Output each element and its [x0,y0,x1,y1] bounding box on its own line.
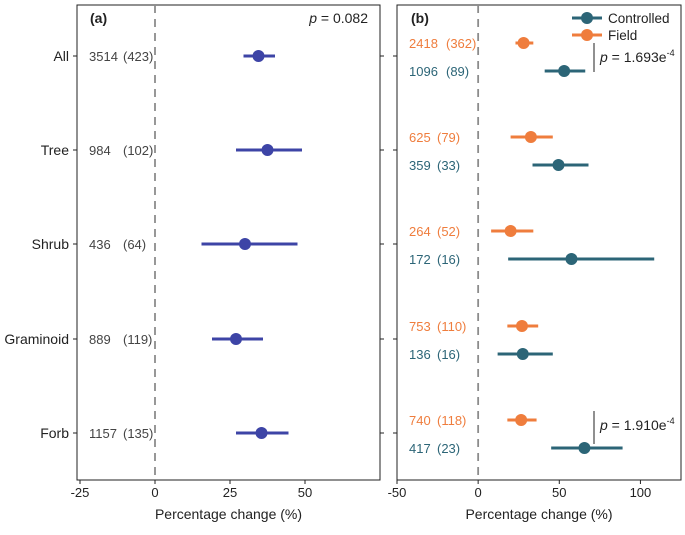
y-axis-category-label: Graminoid [4,331,69,347]
legend-controlled-label: Controlled [608,11,670,26]
panel-b-controlled-sample-size: 359 [409,158,431,173]
panel-b-field-study-count: (110) [437,319,466,334]
panel-a-sample-size: 889 [89,332,111,347]
panel-a-x-tick-label: 25 [223,485,237,500]
y-axis-category-label: All [53,48,69,64]
panel-a-x-tick-label: 0 [151,485,158,500]
panel-a-point [239,238,251,250]
panel-b-controlled-study-count: (33) [437,158,460,173]
panel-b-x-tick-label: 50 [552,485,566,500]
panel-b-x-axis-label: Percentage change (%) [465,506,612,522]
panel-b-controlled-point [578,442,591,454]
panel-a-sample-size: 3514 [89,49,118,64]
panel-a-study-count: (423) [123,49,153,64]
panel-a-sample-size: 1157 [89,426,117,441]
panel-b-controlled-point [552,159,565,171]
panel-b-controlled-sample-size: 1096 [409,64,438,79]
panel-a-point [252,50,265,62]
panel-b-controlled-sample-size: 136 [409,347,431,362]
panel-b-controlled-sample-size: 417 [409,441,431,456]
panel-a-label: (a) [90,10,107,26]
panel-a-point [255,427,268,439]
panel-b-field-sample-size: 753 [409,319,431,334]
panel-b-controlled-point [516,348,529,360]
panel-b-controlled-study-count: (23) [437,441,460,456]
panel-b-controlled-point [565,253,578,265]
panel-a-sample-size: 984 [89,143,111,158]
panel-a-study-count: (64) [123,237,146,252]
panel-b-field-study-count: (52) [437,224,460,239]
y-axis-category-label: Shrub [32,236,70,252]
panel-a-study-count: (119) [123,332,152,347]
panel-a-study-count: (102) [123,143,153,158]
panel-b-field-sample-size: 625 [409,130,431,145]
legend-field-swatch-point [581,29,593,41]
panel-b-controlled-sample-size: 172 [409,252,431,267]
panel-b-field-point [515,414,528,426]
panel-b-field-point [515,320,528,332]
panel-b-all-p-value: p = 1.693e-4 [599,48,675,65]
panel-b-controlled-study-count: (16) [437,347,460,362]
panel-b-label: (b) [411,10,429,26]
y-axis-category-label: Forb [40,425,69,441]
panel-b-forb-p-value: p = 1.910e-4 [599,416,675,433]
panel-a-point [230,333,242,345]
panel-b-controlled-point [558,65,571,77]
panel-b-field-sample-size: 264 [409,224,431,239]
panel-b-field-study-count: (362) [446,36,476,51]
panel-b-field-point [504,225,517,237]
legend-field-label: Field [608,28,637,43]
panel-b-field-study-count: (118) [437,413,466,428]
panel-b-field-study-count: (79) [437,130,460,145]
panel-a-frame [76,4,381,481]
panel-b-controlled-study-count: (16) [437,252,460,267]
panel-a-sample-size: 436 [89,237,111,252]
panel-b-x-tick-label: 100 [630,485,652,500]
panel-a-x-tick-label: 50 [298,485,312,500]
panel-a-p-value: p = 0.082 [308,10,368,26]
panel-b-frame [396,4,682,481]
y-axis-category-label: Tree [41,142,69,158]
panel-b-controlled-study-count: (89) [446,64,469,79]
panel-a-point [261,144,274,156]
panel-b-x-tick-label: 0 [475,485,482,500]
legend-controlled-swatch-point [581,12,593,24]
panel-b-x-tick-label: -50 [388,485,407,500]
panel-b-field-sample-size: 740 [409,413,431,428]
panel-a-study-count: (135) [123,426,153,441]
panel-a-x-tick-label: -25 [71,485,90,500]
panel-b-field-sample-size: 2418 [409,36,438,51]
panel-a-x-axis-label: Percentage change (%) [155,506,302,522]
panel-b-field-point [524,131,537,143]
panel-b-field-point [517,37,530,49]
